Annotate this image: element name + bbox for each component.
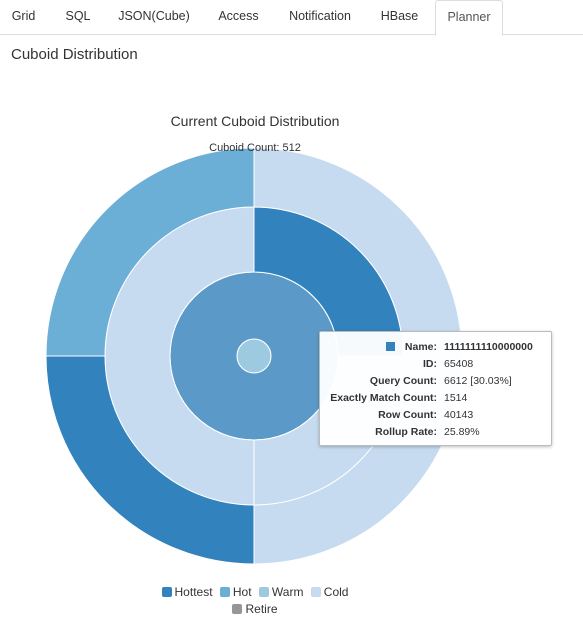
legend-item-cold[interactable]: Cold xyxy=(310,585,348,599)
chart-legend-row-2: Retire xyxy=(0,602,510,616)
tooltip-key: Name: xyxy=(404,341,437,353)
chart-legend: Hottest Hot Warm Cold xyxy=(0,585,510,599)
cuboid-tooltip: Name: 1111111110000000 ID: 65408 Query C… xyxy=(319,331,552,446)
legend-item-retire[interactable]: Retire xyxy=(232,602,278,616)
tooltip-value: 1514 xyxy=(444,392,468,404)
tooltip-key: Exactly Match Count: xyxy=(330,392,437,404)
tab-bar: Grid SQL JSON(Cube) Access Notification … xyxy=(0,0,583,36)
tooltip-row-rollup-rate: Rollup Rate: 25.89% xyxy=(320,424,553,441)
legend-item-hot[interactable]: Hot xyxy=(219,585,252,599)
tooltip-key: Row Count: xyxy=(378,409,437,421)
tooltip-color-swatch xyxy=(385,342,395,351)
tooltip-value: 25.89% xyxy=(444,426,480,438)
legend-swatch xyxy=(232,604,243,614)
tooltip-row-exactly-match-count: Exactly Match Count: 1514 xyxy=(320,390,553,407)
tab-planner[interactable]: Planner xyxy=(435,0,503,36)
chart-title: Current Cuboid Distribution xyxy=(170,113,340,129)
legend-swatch xyxy=(310,587,321,597)
tooltip-row-name: Name: 1111111110000000 xyxy=(320,339,553,356)
legend-item-warm[interactable]: Warm xyxy=(258,585,303,599)
chart-subtitle: Cuboid Count: 512 xyxy=(209,142,301,154)
tab-hbase[interactable]: HBase xyxy=(380,9,419,23)
tab-sql[interactable]: SQL xyxy=(65,9,91,23)
tooltip-value: 1111111110000000 xyxy=(444,341,533,353)
tooltip-key: Rollup Rate: xyxy=(375,426,437,438)
legend-swatch xyxy=(161,587,172,597)
tab-notification[interactable]: Notification xyxy=(289,9,351,23)
legend-swatch xyxy=(258,587,269,597)
tooltip-row-row-count: Row Count: 40143 xyxy=(320,407,553,424)
tooltip-value: 6612 [30.03%] xyxy=(444,375,512,387)
tab-grid[interactable]: Grid xyxy=(11,9,36,23)
tooltip-value: 65408 xyxy=(444,358,474,370)
sunburst-segment-ring-3-3[interactable] xyxy=(45,147,255,357)
legend-swatch xyxy=(219,587,230,597)
tooltip-row-query-count: Query Count: 6612 [30.03%] xyxy=(320,373,553,390)
tab-json-cube[interactable]: JSON(Cube) xyxy=(118,9,190,23)
tooltip-key: Query Count: xyxy=(369,375,437,387)
tooltip-value: 40143 xyxy=(444,409,474,421)
tooltip-key: ID: xyxy=(423,358,437,370)
tooltip-row-id: ID: 65408 xyxy=(320,356,553,373)
section-title: Cuboid Distribution xyxy=(11,46,138,63)
tab-access[interactable]: Access xyxy=(218,9,259,23)
legend-item-hottest[interactable]: Hottest xyxy=(161,585,213,599)
